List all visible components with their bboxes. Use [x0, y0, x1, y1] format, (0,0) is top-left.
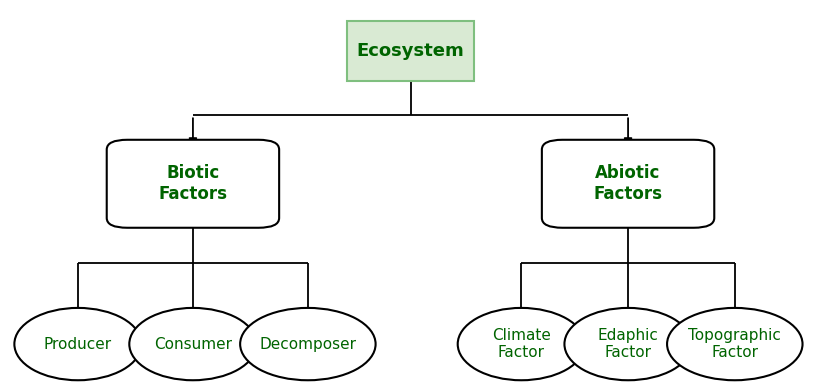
- Text: Edaphic
Factor: Edaphic Factor: [598, 328, 658, 360]
- Text: Climate
Factor: Climate Factor: [492, 328, 551, 360]
- Text: Decomposer: Decomposer: [259, 337, 356, 352]
- Ellipse shape: [15, 308, 142, 380]
- Ellipse shape: [130, 308, 256, 380]
- Text: Producer: Producer: [44, 337, 112, 352]
- Ellipse shape: [565, 308, 692, 380]
- Text: Consumer: Consumer: [154, 337, 232, 352]
- FancyBboxPatch shape: [107, 140, 279, 228]
- Text: Ecosystem: Ecosystem: [356, 42, 465, 60]
- Text: Biotic
Factors: Biotic Factors: [158, 164, 227, 203]
- Text: Abiotic
Factors: Abiotic Factors: [594, 164, 663, 203]
- FancyBboxPatch shape: [542, 140, 714, 228]
- Ellipse shape: [241, 308, 376, 380]
- Ellipse shape: [667, 308, 803, 380]
- Text: Topographic
Factor: Topographic Factor: [688, 328, 782, 360]
- Ellipse shape: [458, 308, 585, 380]
- FancyBboxPatch shape: [347, 20, 475, 81]
